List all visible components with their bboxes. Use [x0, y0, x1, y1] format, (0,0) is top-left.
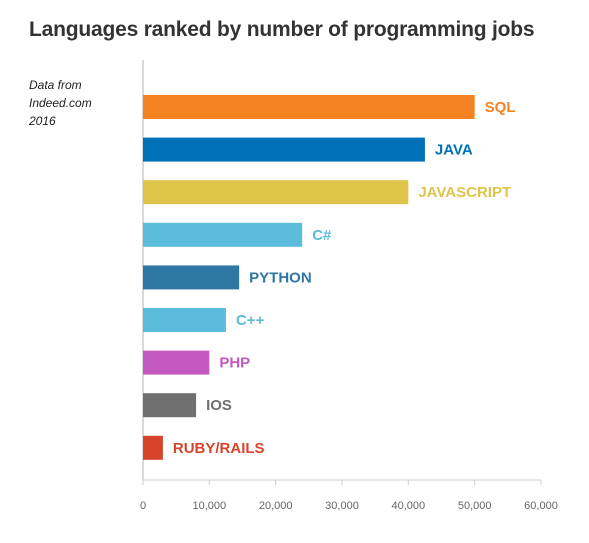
bar-label: C#	[312, 227, 332, 244]
x-tick-label: 40,000	[392, 500, 426, 512]
x-tick-label: 10,000	[193, 500, 227, 512]
bar	[143, 265, 240, 290]
bar-label: JAVA	[435, 142, 473, 159]
bar	[143, 137, 425, 162]
bar	[143, 393, 197, 418]
bar	[143, 350, 210, 375]
bar	[143, 308, 226, 332]
source-note-line: Indeed.com	[29, 96, 92, 110]
source-note-line: Data from	[29, 78, 82, 92]
bar	[143, 95, 475, 119]
bar-label: IOS	[206, 397, 232, 414]
source-note: Data from Indeed.com 2016	[29, 76, 129, 130]
bar	[143, 180, 409, 205]
bar-label: PHP	[219, 355, 250, 372]
bar	[143, 222, 303, 247]
chart-title: Languages ranked by number of programmin…	[29, 18, 535, 41]
bar-label: SQL	[485, 99, 516, 116]
x-tick-label: 0	[140, 500, 146, 512]
bar-label: C++	[236, 312, 265, 329]
x-tick-label: 20,000	[259, 500, 293, 512]
chart-ticks: 0 10,000 20,000 30,000 40,000 50,000 60,000	[140, 480, 558, 512]
x-tick-label: 30,000	[325, 500, 359, 512]
x-tick-label: 60,000	[524, 500, 558, 512]
bar-label: PYTHON	[249, 269, 312, 286]
x-tick-label: 50,000	[458, 500, 492, 512]
chart-bars: SQL JAVA JAVASCRIPT C# PYTHON C++ PHP IOS RUBY/R…	[143, 95, 516, 460]
bar	[143, 435, 163, 460]
bar-label: JAVASCRIPT	[418, 184, 511, 201]
source-note-line: 2016	[29, 114, 56, 128]
bar-label: RUBY/RAILS	[173, 440, 265, 457]
